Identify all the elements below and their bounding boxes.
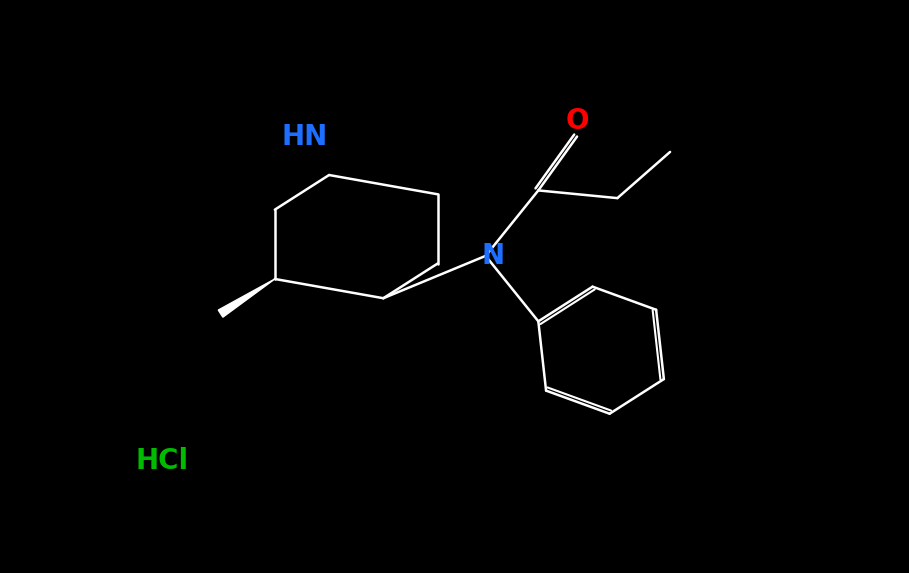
Text: O: O [565,107,589,135]
Text: HN: HN [282,123,328,151]
Polygon shape [218,279,275,317]
Text: HCl: HCl [135,448,188,476]
Text: N: N [482,242,504,270]
